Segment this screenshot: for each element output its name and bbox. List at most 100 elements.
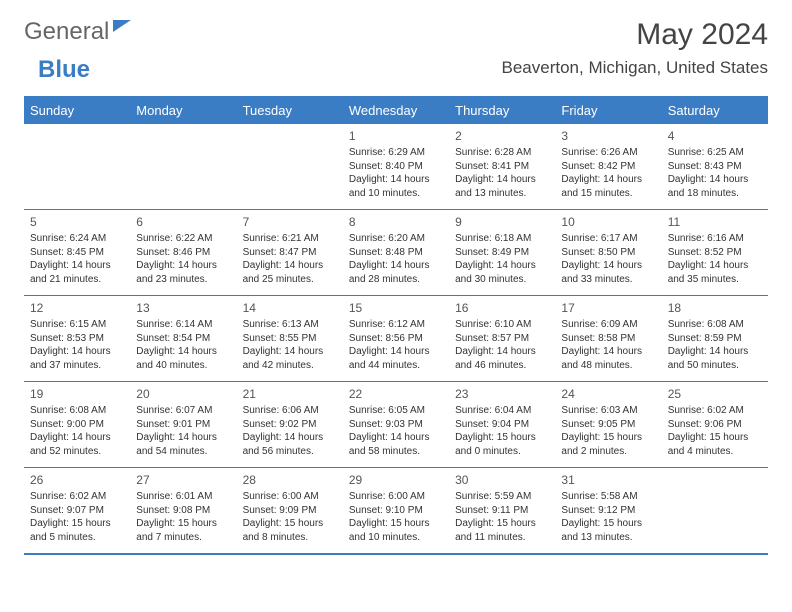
brand-logo: General (24, 18, 133, 46)
sunset-line: Sunset: 9:01 PM (136, 418, 230, 432)
sunrise-line: Sunrise: 6:28 AM (455, 146, 549, 160)
calendar-body: 1Sunrise: 6:29 AMSunset: 8:40 PMDaylight… (24, 124, 768, 554)
sunset-line: Sunset: 9:03 PM (349, 418, 443, 432)
daylight-line: Daylight: 14 hours and 15 minutes. (561, 173, 655, 200)
sunset-line: Sunset: 9:04 PM (455, 418, 549, 432)
calendar-cell (662, 468, 768, 554)
sunrise-line: Sunrise: 6:18 AM (455, 232, 549, 246)
calendar-cell: 6Sunrise: 6:22 AMSunset: 8:46 PMDaylight… (130, 210, 236, 296)
sunset-line: Sunset: 8:59 PM (668, 332, 762, 346)
daylight-line: Daylight: 15 hours and 8 minutes. (243, 517, 337, 544)
calendar-cell: 17Sunrise: 6:09 AMSunset: 8:58 PMDayligh… (555, 296, 661, 382)
day-of-week-row: Sunday Monday Tuesday Wednesday Thursday… (24, 97, 768, 124)
day-number: 12 (30, 300, 124, 316)
day-number: 21 (243, 386, 337, 402)
daylight-line: Daylight: 14 hours and 52 minutes. (30, 431, 124, 458)
calendar-table: Sunday Monday Tuesday Wednesday Thursday… (24, 96, 768, 555)
day-number: 30 (455, 472, 549, 488)
day-number: 1 (349, 128, 443, 144)
sunrise-line: Sunrise: 6:04 AM (455, 404, 549, 418)
calendar-cell: 12Sunrise: 6:15 AMSunset: 8:53 PMDayligh… (24, 296, 130, 382)
sunrise-line: Sunrise: 6:10 AM (455, 318, 549, 332)
daylight-line: Daylight: 15 hours and 11 minutes. (455, 517, 549, 544)
location-text: Beaverton, Michigan, United States (502, 58, 768, 78)
sunrise-line: Sunrise: 6:03 AM (561, 404, 655, 418)
day-number: 5 (30, 214, 124, 230)
daylight-line: Daylight: 14 hours and 42 minutes. (243, 345, 337, 372)
day-number: 11 (668, 214, 762, 230)
sunset-line: Sunset: 9:12 PM (561, 504, 655, 518)
calendar-cell: 3 Sunrise: 6:26 AMSunset: 8:42 PMDaylight… (555, 124, 661, 210)
sunrise-line: Sunrise: 6:05 AM (349, 404, 443, 418)
daylight-line: Daylight: 14 hours and 21 minutes. (30, 259, 124, 286)
sunset-line: Sunset: 9:06 PM (668, 418, 762, 432)
calendar-cell: 15Sunrise: 6:12 AMSunset: 8:56 PMDayligh… (343, 296, 449, 382)
calendar-cell: 8Sunrise: 6:20 AMSunset: 8:48 PMDaylight… (343, 210, 449, 296)
sunrise-line: Sunrise: 6:20 AM (349, 232, 443, 246)
sunset-line: Sunset: 9:10 PM (349, 504, 443, 518)
brand-part1: General (24, 18, 109, 46)
daylight-line: Daylight: 15 hours and 10 minutes. (349, 517, 443, 544)
sunset-line: Sunset: 9:09 PM (243, 504, 337, 518)
sunset-line: Sunset: 9:05 PM (561, 418, 655, 432)
calendar-cell: 2Sunrise: 6:28 AMSunset: 8:41 PMDaylight… (449, 124, 555, 210)
calendar-cell: 26Sunrise: 6:02 AMSunset: 9:07 PMDayligh… (24, 468, 130, 554)
daylight-line: Daylight: 15 hours and 7 minutes. (136, 517, 230, 544)
sunrise-line: Sunrise: 5:58 AM (561, 490, 655, 504)
calendar-cell: 10Sunrise: 6:17 AMSunset: 8:50 PMDayligh… (555, 210, 661, 296)
calendar-cell (24, 124, 130, 210)
calendar-cell: 20Sunrise: 6:07 AMSunset: 9:01 PMDayligh… (130, 382, 236, 468)
sunset-line: Sunset: 8:42 PM (561, 160, 655, 174)
daylight-line: Daylight: 14 hours and 37 minutes. (30, 345, 124, 372)
sunrise-line: Sunrise: 6:13 AM (243, 318, 337, 332)
sunset-line: Sunset: 8:49 PM (455, 246, 549, 260)
dow-sat: Saturday (662, 97, 768, 124)
sunset-line: Sunset: 9:08 PM (136, 504, 230, 518)
sunrise-line: Sunrise: 6:02 AM (30, 490, 124, 504)
calendar-cell: 30Sunrise: 5:59 AMSunset: 9:11 PMDayligh… (449, 468, 555, 554)
calendar-cell: 25Sunrise: 6:02 AMSunset: 9:06 PMDayligh… (662, 382, 768, 468)
sunset-line: Sunset: 9:00 PM (30, 418, 124, 432)
day-number: 3 (561, 128, 655, 144)
sunrise-line: Sunrise: 6:22 AM (136, 232, 230, 246)
sunrise-line: Sunrise: 6:24 AM (30, 232, 124, 246)
flag-icon (113, 20, 131, 32)
calendar-row: 5Sunrise: 6:24 AMSunset: 8:45 PMDaylight… (24, 210, 768, 296)
calendar-cell: 31Sunrise: 5:58 AMSunset: 9:12 PMDayligh… (555, 468, 661, 554)
day-number: 31 (561, 472, 655, 488)
day-number: 13 (136, 300, 230, 316)
day-number: 4 (668, 128, 762, 144)
title-block: May 2024 Beaverton, Michigan, United Sta… (502, 18, 768, 78)
daylight-line: Daylight: 14 hours and 25 minutes. (243, 259, 337, 286)
sunset-line: Sunset: 8:56 PM (349, 332, 443, 346)
sunrise-line: Sunrise: 6:02 AM (668, 404, 762, 418)
sunset-line: Sunset: 8:47 PM (243, 246, 337, 260)
sunset-line: Sunset: 9:02 PM (243, 418, 337, 432)
calendar-cell: 29Sunrise: 6:00 AMSunset: 9:10 PMDayligh… (343, 468, 449, 554)
calendar-cell: 18Sunrise: 6:08 AMSunset: 8:59 PMDayligh… (662, 296, 768, 382)
calendar-cell: 23Sunrise: 6:04 AMSunset: 9:04 PMDayligh… (449, 382, 555, 468)
day-number: 10 (561, 214, 655, 230)
calendar-cell (130, 124, 236, 210)
day-number: 24 (561, 386, 655, 402)
sunset-line: Sunset: 8:53 PM (30, 332, 124, 346)
day-number: 2 (455, 128, 549, 144)
sunrise-line: Sunrise: 6:26 AM (561, 146, 655, 160)
daylight-line: Daylight: 15 hours and 4 minutes. (668, 431, 762, 458)
sunrise-line: Sunrise: 5:59 AM (455, 490, 549, 504)
sunrise-line: Sunrise: 6:08 AM (668, 318, 762, 332)
daylight-line: Daylight: 15 hours and 2 minutes. (561, 431, 655, 458)
day-number: 26 (30, 472, 124, 488)
month-title: May 2024 (502, 18, 768, 52)
sunrise-line: Sunrise: 6:12 AM (349, 318, 443, 332)
daylight-line: Daylight: 14 hours and 58 minutes. (349, 431, 443, 458)
calendar-cell: 13Sunrise: 6:14 AMSunset: 8:54 PMDayligh… (130, 296, 236, 382)
sunrise-line: Sunrise: 6:21 AM (243, 232, 337, 246)
sunrise-line: Sunrise: 6:01 AM (136, 490, 230, 504)
brand-part2: Blue (38, 56, 90, 84)
day-number: 15 (349, 300, 443, 316)
day-number: 20 (136, 386, 230, 402)
calendar-row: 26Sunrise: 6:02 AMSunset: 9:07 PMDayligh… (24, 468, 768, 554)
daylight-line: Daylight: 14 hours and 30 minutes. (455, 259, 549, 286)
calendar-cell: 14Sunrise: 6:13 AMSunset: 8:55 PMDayligh… (237, 296, 343, 382)
